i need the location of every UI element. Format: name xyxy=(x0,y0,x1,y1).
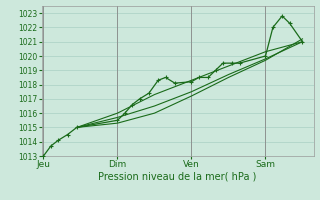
X-axis label: Pression niveau de la mer( hPa ): Pression niveau de la mer( hPa ) xyxy=(99,172,257,182)
